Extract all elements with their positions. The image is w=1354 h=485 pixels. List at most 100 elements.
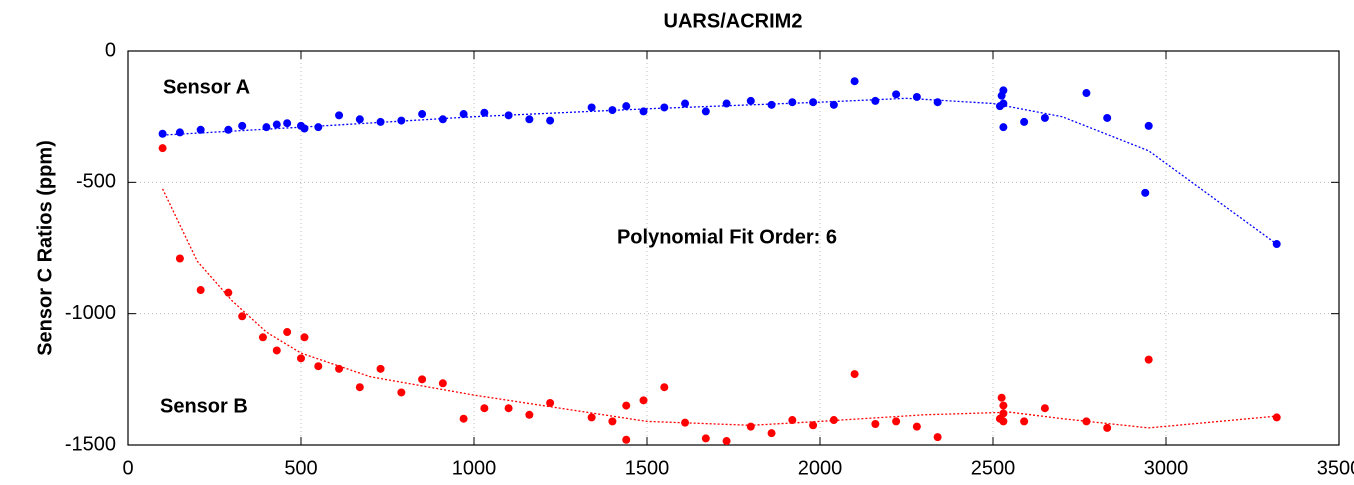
data-point [767,429,776,438]
data-point [314,362,323,371]
data-point [376,117,385,126]
data-point [999,123,1008,132]
data-point [1272,240,1281,249]
annotation: Polynomial Fit Order: 6 [617,226,837,248]
data-point [546,116,555,125]
data-point [746,422,755,431]
data-point [829,100,838,109]
fit-line [162,97,1278,245]
data-point [681,99,690,108]
data-point [480,108,489,117]
data-point [912,92,921,101]
data-point [871,96,880,105]
data-point [418,110,427,119]
data-point [999,99,1008,108]
data-point [224,288,233,297]
series-label: Sensor B [160,395,248,417]
data-point [438,379,447,388]
data-point [1103,423,1112,432]
x-tick-label: 1500 [625,457,670,479]
data-point [300,333,309,342]
data-point [355,115,364,124]
data-point [272,120,281,129]
data-point [912,422,921,431]
data-point [788,98,797,107]
y-tick-label: -500 [76,171,116,193]
data-point [1040,404,1049,413]
data-point [809,421,818,430]
chart-title: UARS/ACRIM2 [664,10,803,32]
data-point [238,312,247,321]
data-point [892,417,901,426]
data-point [262,123,271,132]
x-tick-label: 3000 [1144,457,1189,479]
data-point [871,419,880,428]
data-point [746,96,755,105]
data-point [376,364,385,373]
data-point [283,119,292,128]
data-point [660,103,669,112]
fit-line [162,188,1277,429]
data-point [196,125,205,134]
data-point [722,437,731,446]
data-point [701,434,710,443]
data-point [175,128,184,137]
data-point [639,396,648,405]
data-point [335,111,344,120]
data-point [622,401,631,410]
data-point [272,346,281,355]
y-tick-label: 0 [105,39,116,61]
data-point [608,417,617,426]
plot-frame [127,50,1340,446]
x-tick-label: 1000 [452,457,497,479]
x-tick-label: 2500 [971,457,1016,479]
data-point [587,103,596,112]
data-point [681,418,690,427]
data-point [158,129,167,138]
data-point [355,383,364,392]
data-point [546,398,555,407]
y-tick-label: -1000 [65,302,116,324]
data-point [997,393,1006,402]
data-point [196,286,205,295]
data-point [767,100,776,109]
data-point [788,416,797,425]
x-tick-label: 0 [122,457,133,479]
x-tick-label: 500 [284,457,317,479]
data-point [1144,121,1153,130]
data-point [999,417,1008,426]
data-point [1141,188,1150,197]
data-point [504,404,513,413]
data-point [283,328,292,337]
data-point [933,98,942,107]
data-point [999,409,1008,418]
data-point [829,416,838,425]
data-point [999,86,1008,95]
data-point [622,435,631,444]
data-point [1272,413,1281,422]
data-point [809,98,818,107]
data-point [504,111,513,120]
data-point [224,125,233,134]
data-point [175,254,184,263]
data-point [480,404,489,413]
data-point [587,413,596,422]
data-point [892,90,901,99]
data-point [418,375,427,384]
data-point [300,124,309,133]
data-point [999,401,1008,410]
data-point [397,388,406,397]
data-point [639,107,648,116]
data-point [701,107,710,116]
data-point [238,121,247,130]
data-point [525,115,534,124]
data-point [525,410,534,419]
data-point [459,110,468,119]
data-point [933,433,942,442]
data-point [297,354,305,363]
data-point [622,102,631,111]
x-tick-label: 3500 [1317,457,1354,479]
data-point [850,370,859,379]
data-point [335,364,344,373]
